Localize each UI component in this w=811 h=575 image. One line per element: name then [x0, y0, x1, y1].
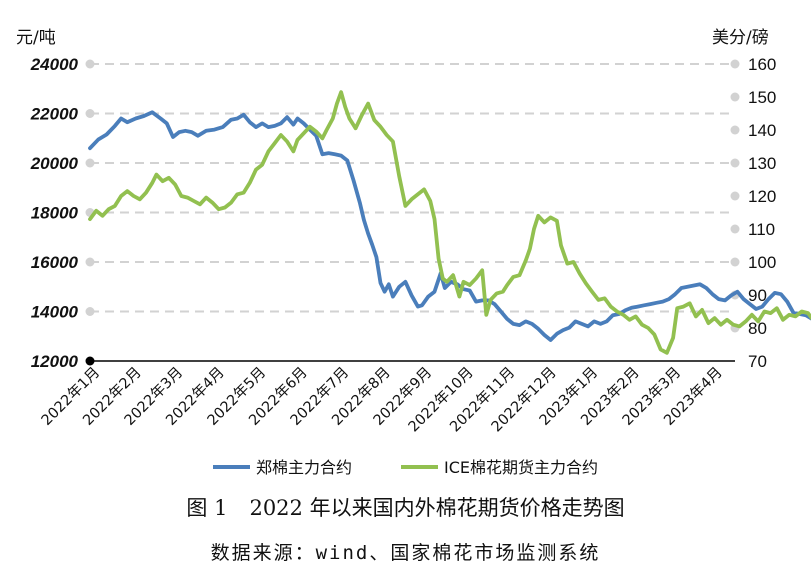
axis-origin-dot — [85, 356, 95, 366]
series-lines — [88, 90, 811, 355]
right-tick-label: 160 — [748, 55, 776, 74]
right-tick-dot — [730, 191, 740, 201]
right-tick-label: 130 — [748, 154, 776, 173]
left-tick-dot — [85, 158, 95, 168]
right-tick-dot — [730, 224, 740, 234]
figure-source: 数据来源：wind、国家棉花市场监测系统 — [210, 542, 601, 564]
left-tick-dot — [85, 59, 95, 69]
figure-title: 图 1 2022 年以来国内外棉花期货价格走势图 — [0, 492, 811, 522]
legend: 郑棉主力合约 ICE棉花期货主力合约 — [213, 458, 598, 477]
right-tick-label: 110 — [748, 220, 775, 239]
series-line — [88, 90, 811, 355]
right-tick-dot — [730, 125, 740, 135]
legend-label: ICE棉花期货主力合约 — [444, 458, 598, 477]
right-tick-dot — [730, 158, 740, 168]
figure-title-text: 2022 年以来国内外棉花期货价格走势图 — [249, 496, 625, 520]
left-y-axis-unit: 元/吨 — [16, 28, 56, 48]
right-tick-label: 80 — [748, 319, 767, 338]
right-tick-label: 120 — [748, 187, 776, 206]
right-tick-dot — [730, 59, 740, 69]
right-tick-label: 70 — [748, 352, 767, 371]
figure-number: 图 1 — [186, 496, 228, 520]
left-tick-label: 12000 — [31, 352, 79, 371]
right-tick-label: 140 — [748, 121, 776, 140]
x-axis-ticks: 2022年1月2022年2月2022年3月2022年4月2022年5月2022年… — [38, 364, 726, 436]
right-tick-label: 150 — [748, 88, 776, 107]
axes — [85, 356, 735, 366]
legend-label: 郑棉主力合约 — [256, 458, 352, 477]
left-tick-dot — [85, 257, 95, 267]
right-tick-dot — [730, 257, 740, 267]
left-tick-dot — [85, 109, 95, 118]
right-y-axis-unit: 美分/磅 — [712, 28, 769, 48]
left-tick-label: 20000 — [30, 154, 79, 173]
left-tick-label: 14000 — [31, 303, 79, 322]
left-y-axis-ticks: 24000 22000 20000 18000 16000 14000 12000 — [30, 55, 95, 371]
left-tick-label: 24000 — [30, 55, 79, 74]
left-tick-label: 16000 — [31, 253, 79, 272]
right-tick-dot — [730, 92, 740, 102]
left-tick-label: 18000 — [31, 204, 79, 223]
left-tick-label: 22000 — [30, 105, 79, 124]
right-y-axis-ticks: 160 150 140 130 120 110 100 90 80 70 — [730, 55, 776, 371]
gridlines — [90, 63, 735, 313]
left-tick-dot — [85, 307, 95, 316]
right-tick-label: 100 — [748, 253, 776, 272]
series-line — [88, 110, 811, 342]
right-tick-label: 90 — [748, 286, 767, 305]
